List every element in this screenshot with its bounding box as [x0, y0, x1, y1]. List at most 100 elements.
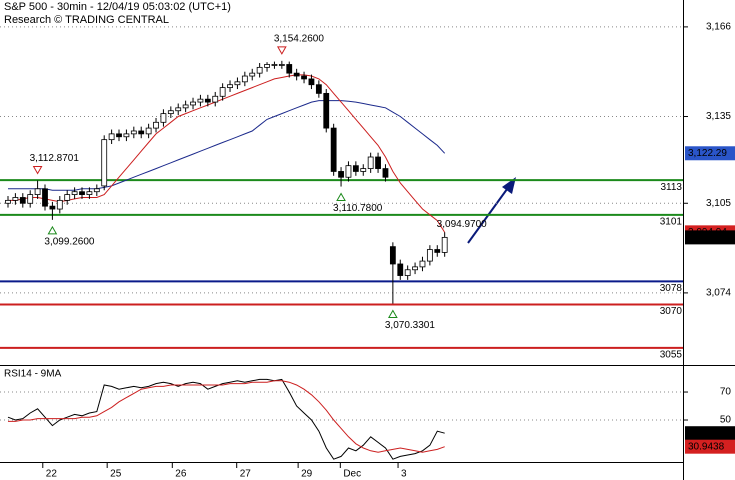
candle-body — [315, 84, 322, 94]
x-tick-label: 29 — [301, 469, 313, 480]
candle-body — [227, 84, 233, 89]
candle-body — [412, 266, 418, 271]
level-label: 3078 — [660, 283, 683, 294]
price-annotation: 3,070.3301 — [385, 320, 435, 331]
candle-body — [278, 64, 285, 66]
arrow-head — [502, 177, 516, 194]
candle-body — [360, 168, 367, 172]
candle-body — [249, 72, 256, 77]
candle-body — [190, 101, 196, 106]
candle-body — [56, 199, 63, 210]
price-annotation: 3,154.2600 — [274, 33, 324, 44]
candle-body — [256, 66, 263, 74]
candle-body — [241, 75, 248, 83]
last-value-label: 3,122.29 — [688, 148, 727, 159]
candle-body — [167, 110, 174, 115]
candle-body — [160, 113, 167, 123]
level-label: 3113 — [660, 182, 682, 193]
candle-body — [212, 95, 219, 103]
last-value-box — [685, 439, 735, 454]
candle-body — [145, 127, 152, 135]
x-tick-label: Dec — [343, 469, 361, 480]
x-tick-label: 26 — [175, 469, 187, 480]
candle-body — [42, 188, 48, 207]
candle-body — [264, 64, 270, 68]
candle-body — [434, 249, 441, 253]
level-label: 3101 — [660, 216, 683, 227]
y-tick-label: 3,074 — [706, 288, 731, 299]
last-value-box — [685, 230, 735, 245]
candle-body — [271, 64, 278, 66]
candle-body — [404, 269, 411, 276]
candle-body — [182, 104, 189, 109]
candle-body — [389, 246, 396, 265]
high-marker — [276, 46, 287, 55]
candle-body — [138, 130, 145, 135]
y-tick-label: 3,105 — [706, 198, 731, 209]
last-value-label: 3,093.2 — [688, 232, 722, 243]
price-annotation: 3,094.9700 — [437, 219, 487, 230]
price-annotation: 3,099.2600 — [44, 237, 94, 248]
price-annotation: 3,110.7800 — [333, 203, 383, 214]
candle-body — [375, 156, 381, 169]
candle-body — [71, 191, 78, 195]
indicator-line — [7, 378, 445, 460]
low-marker — [47, 225, 58, 235]
candle-body — [79, 191, 85, 195]
chart-subtitle: Research © TRADING CENTRAL — [4, 14, 169, 26]
candle-body — [34, 188, 41, 195]
candle-body — [219, 87, 226, 97]
candle-body — [19, 197, 26, 204]
last-value-label: 40.5683 — [688, 428, 725, 439]
candle-body — [93, 188, 100, 193]
x-tick-label: 27 — [240, 469, 252, 480]
y-tick-label: 3,166 — [706, 22, 731, 33]
indicator-line — [8, 100, 446, 191]
candle-body — [293, 72, 300, 77]
candle-body — [397, 263, 404, 276]
candle-body — [197, 98, 204, 103]
candle-body — [27, 194, 34, 204]
candle-body — [101, 139, 108, 187]
candle-body — [12, 197, 19, 201]
candle-body — [153, 121, 159, 129]
indicator-line — [8, 74, 446, 233]
high-marker — [32, 166, 43, 175]
last-value-label: 30.9438 — [688, 441, 725, 452]
x-tick-label: 22 — [46, 469, 58, 480]
candle-body — [49, 205, 56, 210]
x-tick-label: 25 — [110, 469, 122, 480]
candle-body — [426, 249, 433, 262]
candle-body — [330, 127, 337, 172]
level-label: 3070 — [660, 306, 683, 317]
candle-body — [323, 92, 330, 129]
candle-body — [301, 75, 307, 80]
candle-body — [345, 165, 352, 178]
last-value-box — [685, 426, 735, 441]
candle-body — [286, 64, 293, 74]
candle-body — [5, 199, 11, 204]
last-value-box — [685, 146, 735, 161]
price-annotation: 3,112.8701 — [30, 153, 80, 164]
candle-body — [204, 98, 211, 103]
candle-body — [352, 165, 359, 172]
x-tick-label: 3 — [401, 469, 407, 480]
low-marker — [336, 192, 346, 202]
candle-body — [338, 171, 344, 178]
low-marker — [388, 309, 398, 319]
rsi-title: RSI14 - 9MA — [4, 369, 62, 380]
candle-body — [234, 81, 241, 86]
indicator-line — [8, 380, 445, 453]
candle-body — [86, 191, 93, 195]
candle-body — [308, 78, 315, 86]
y-tick-label: 3,135 — [706, 111, 731, 122]
candle-body — [108, 133, 115, 141]
candle-body — [123, 133, 130, 138]
candle-body — [367, 156, 374, 169]
candle-body — [64, 194, 71, 201]
candle-body — [175, 107, 182, 112]
y-tick-label: 70 — [720, 387, 732, 398]
candle-body — [441, 236, 448, 253]
